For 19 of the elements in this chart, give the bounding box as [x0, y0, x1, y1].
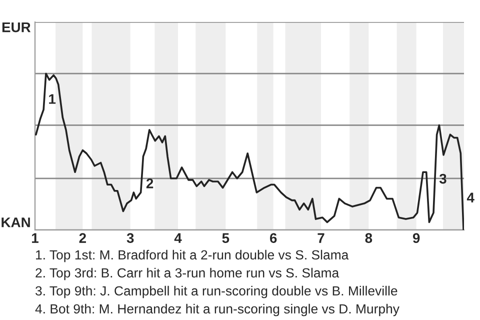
x-tick-label: 7	[318, 233, 324, 243]
x-tick-label: 5	[222, 233, 230, 243]
annotation: 2	[146, 178, 154, 188]
x-tick-label: 9	[412, 233, 420, 243]
x-tick-label: 8	[365, 233, 372, 243]
x-tick-label: 3	[126, 233, 134, 243]
annotation: 3	[439, 174, 446, 184]
text: 4. Bot 9th: M. Hernandez hit a run-scoring single vs D. Murphy	[35, 304, 400, 316]
ref-line-label: KAN	[2, 218, 30, 228]
text: 3. Top 9th: J. Campbell hit a run-scoring double vs B. Milleville	[36, 286, 398, 298]
annotation: 1	[49, 94, 56, 104]
x-tick-label: 6	[270, 233, 277, 243]
text: 1. Top 1st: M. Bradford hit a 2-run double vs S. Slama	[36, 250, 349, 262]
annotation: 4	[466, 192, 474, 202]
x-tick-label: 4	[174, 233, 182, 243]
x-tick-label: 2	[79, 233, 86, 243]
ref-line-label: EUR	[2, 22, 31, 32]
text: 2. Top 3rd: B. Carr hit a 3-run home run vs S. Slama	[36, 268, 340, 280]
x-tick-label: 1	[32, 233, 38, 243]
